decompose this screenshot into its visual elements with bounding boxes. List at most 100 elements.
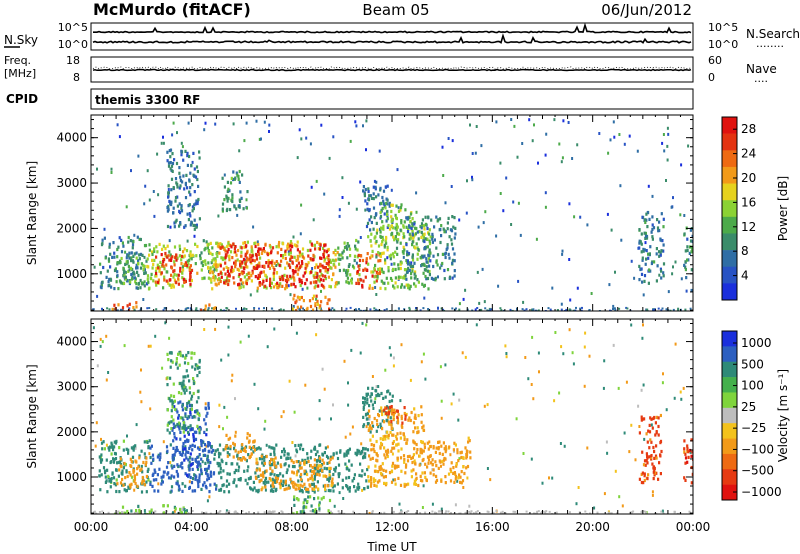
region-cell [371, 274, 374, 278]
region-cell [652, 445, 655, 450]
colorbar-title: Power [dB] [776, 176, 790, 241]
region-cell [406, 250, 409, 254]
scatter-cell [287, 250, 290, 254]
region-cell [291, 261, 294, 265]
scatter-cell [662, 372, 664, 376]
region-cell [403, 435, 406, 439]
region-cell [388, 227, 392, 231]
scatter-cell [588, 354, 591, 358]
region-cell [372, 227, 375, 231]
region-cell [653, 260, 656, 264]
ground-cell [218, 511, 221, 514]
scatter-cell [205, 444, 208, 448]
region-cell [275, 245, 278, 249]
region-cell [171, 453, 174, 457]
region-cell [195, 409, 198, 413]
scatter-cell [375, 385, 378, 389]
region-cell [376, 480, 380, 484]
region-cell [420, 235, 423, 239]
region-cell [211, 259, 214, 263]
region-cell [239, 199, 242, 203]
region-cell [188, 512, 191, 514]
region-cell [221, 176, 224, 180]
ground-cell [574, 309, 577, 311]
region-cell [688, 448, 692, 453]
region-cell [170, 266, 173, 270]
region-cell [287, 278, 290, 282]
region-cell [393, 478, 397, 482]
region-cell [346, 270, 349, 274]
region-cell [239, 477, 242, 481]
region-cell [380, 406, 383, 410]
scatter-cell [666, 126, 669, 130]
scatter-cell [410, 261, 413, 265]
region-cell [145, 490, 148, 494]
region-cell [254, 275, 257, 279]
region-cell [432, 473, 435, 477]
region-cell [200, 268, 203, 272]
region-cell [334, 258, 337, 262]
region-cell [360, 474, 363, 478]
region-cell [98, 455, 101, 459]
region-cell [310, 504, 313, 508]
region-cell [367, 428, 370, 432]
region-cell [390, 423, 393, 427]
ground-cell [101, 510, 104, 513]
region-cell [405, 463, 408, 467]
region-cell [119, 280, 122, 284]
region-cell [200, 261, 203, 265]
ground-cell [415, 512, 417, 514]
region-cell [203, 481, 206, 485]
region-cell [207, 261, 210, 265]
region-cell [237, 465, 241, 469]
region-cell [273, 261, 276, 265]
region-cell [349, 254, 352, 258]
colorbar-segment [722, 150, 737, 168]
region-cell [295, 483, 298, 487]
region-cell [282, 480, 285, 484]
region-cell [374, 274, 377, 278]
region-cell [638, 264, 641, 268]
region-cell [225, 279, 228, 283]
region-cell [428, 232, 431, 236]
freq-strip: Freq. [MHz] 18 8 60 0 Nave .... [4, 54, 777, 85]
region-cell [385, 411, 388, 415]
region-cell [367, 409, 371, 413]
scatter-cell [608, 283, 611, 287]
region-cell [390, 232, 393, 236]
region-cell [683, 476, 686, 480]
region-cell [163, 258, 166, 262]
region-cell [193, 227, 196, 231]
region-cell [194, 262, 197, 266]
region-cell [173, 425, 176, 429]
region-cell [337, 246, 340, 250]
region-cell [122, 267, 125, 271]
region-cell [185, 369, 188, 373]
region-cell [102, 440, 105, 444]
region-cell [289, 244, 292, 248]
region-cell [300, 295, 303, 300]
region-cell [426, 465, 429, 469]
region-cell [234, 265, 237, 269]
region-cell [174, 199, 177, 203]
region-cell [335, 280, 338, 285]
region-cell [224, 255, 227, 260]
region-cell [124, 262, 127, 266]
region-cell [436, 263, 439, 267]
region-cell [141, 470, 144, 474]
ground-cell [113, 308, 116, 311]
region-cell [135, 509, 138, 513]
region-cell [380, 409, 383, 413]
region-cell [123, 269, 126, 273]
scatter-cell [440, 507, 443, 511]
scatter-cell [576, 286, 579, 290]
region-cell [269, 466, 272, 471]
region-cell [645, 257, 648, 261]
scatter-cell [454, 503, 457, 507]
region-cell [145, 259, 148, 263]
scatter-cell [568, 202, 571, 206]
ground-cell [207, 307, 210, 310]
region-cell [326, 270, 329, 274]
region-cell [196, 412, 199, 416]
region-cell [178, 209, 181, 213]
